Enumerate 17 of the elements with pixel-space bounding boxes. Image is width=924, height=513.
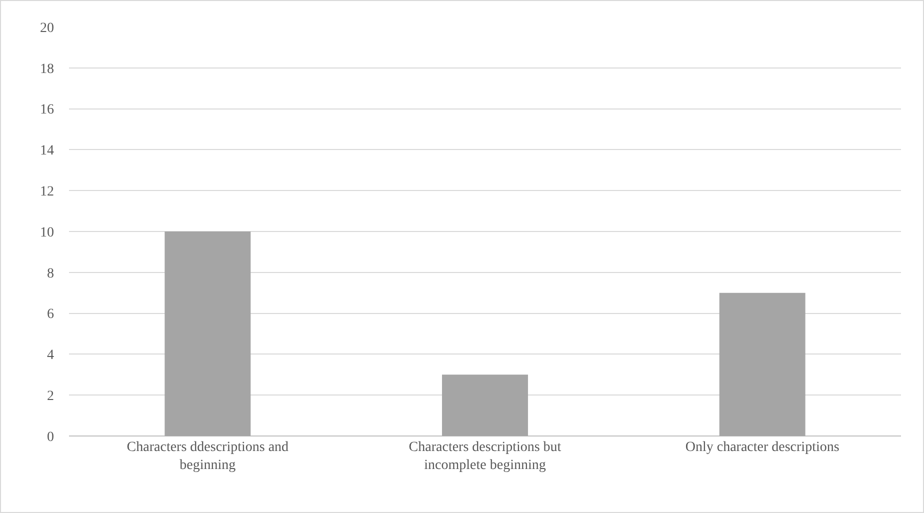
bar — [164, 232, 251, 436]
x-tick-label: Only character descriptions — [685, 440, 840, 455]
y-tick-label: 10 — [40, 225, 54, 240]
y-tick-label: 8 — [47, 266, 54, 282]
y-tick-label: 18 — [40, 62, 54, 77]
bar — [719, 292, 806, 436]
y-tick-label: 14 — [40, 144, 54, 159]
y-tick-label: 12 — [40, 184, 54, 200]
y-tick-label: 4 — [47, 348, 54, 364]
x-tick-label: Characters ddescriptions and beginning — [126, 440, 289, 474]
y-tick-label: 2 — [47, 389, 54, 404]
bar — [442, 374, 528, 436]
y-tick-label: 20 — [40, 20, 54, 36]
x-tick-label: Characters descriptions but incomplete beginning — [408, 440, 562, 474]
y-tick-label: 0 — [47, 430, 54, 445]
y-tick-label: 6 — [47, 307, 54, 322]
y-tick-label: 16 — [40, 102, 54, 118]
